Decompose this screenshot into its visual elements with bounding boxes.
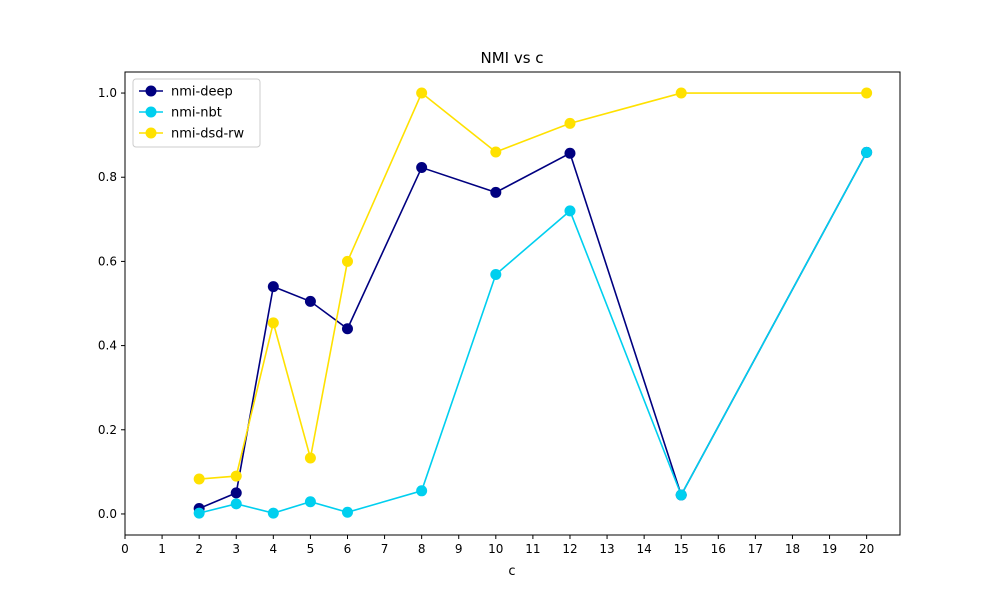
- x-tick-label: 20: [859, 542, 874, 556]
- x-tick-label: 12: [562, 542, 577, 556]
- chart-title: NMI vs c: [480, 49, 543, 67]
- data-point-nmi-deep: [490, 186, 502, 198]
- x-tick-label: 0: [121, 542, 129, 556]
- data-point-nmi-dsd-rw: [564, 117, 576, 129]
- x-tick-label: 10: [488, 542, 503, 556]
- data-point-nmi-nbt: [304, 496, 316, 508]
- data-point-nmi-nbt: [230, 498, 242, 510]
- data-point-nmi-dsd-rw: [861, 87, 873, 99]
- data-point-nmi-nbt: [564, 205, 576, 217]
- data-point-nmi-dsd-rw: [193, 473, 205, 485]
- x-tick-label: 2: [195, 542, 203, 556]
- y-tick-label: 1.0: [98, 86, 117, 100]
- data-point-nmi-nbt: [861, 146, 873, 158]
- data-point-nmi-nbt: [193, 507, 205, 519]
- x-axis-label: c: [508, 564, 515, 579]
- y-tick-label: 0.8: [98, 170, 117, 184]
- data-point-nmi-dsd-rw: [490, 146, 502, 158]
- x-tick-label: 3: [232, 542, 240, 556]
- x-tick-label: 13: [599, 542, 614, 556]
- y-tick-label: 0.4: [98, 339, 117, 353]
- x-tick-label: 19: [822, 542, 837, 556]
- y-tick-label: 0.0: [98, 507, 117, 521]
- legend-box: [132, 78, 261, 148]
- data-point-nmi-dsd-rw: [416, 87, 428, 99]
- legend-marker-nmi-nbt: [145, 106, 157, 118]
- data-point-nmi-nbt: [675, 489, 687, 501]
- data-point-nmi-nbt: [267, 507, 279, 519]
- x-tick-label: 17: [748, 542, 763, 556]
- data-point-nmi-dsd-rw: [304, 452, 316, 464]
- data-point-nmi-nbt: [341, 506, 353, 518]
- x-tick-label: 9: [455, 542, 463, 556]
- x-tick-label: 5: [307, 542, 315, 556]
- data-point-nmi-dsd-rw: [267, 317, 279, 329]
- legend-marker-nmi-dsd-rw: [145, 127, 157, 139]
- x-tick-label: 7: [381, 542, 389, 556]
- x-tick-label: 8: [418, 542, 426, 556]
- data-point-nmi-dsd-rw: [341, 255, 353, 267]
- data-point-nmi-deep: [230, 487, 242, 499]
- x-tick-label: 11: [525, 542, 540, 556]
- data-point-nmi-dsd-rw: [230, 470, 242, 482]
- x-tick-label: 14: [636, 542, 651, 556]
- plot-area: 0 1 2 3 4 5 6 7 8 9 10 11 12 13 14 15 16 17 18 19 200.00.20.…: [98, 71, 901, 556]
- legend: nmi-deep nmi-nbt nmi-dsd-rw: [132, 78, 261, 148]
- y-tick-label: 0.6: [98, 254, 117, 268]
- data-point-nmi-nbt: [490, 268, 502, 280]
- data-point-nmi-dsd-rw: [675, 87, 687, 99]
- data-point-nmi-nbt: [416, 485, 428, 497]
- data-point-nmi-deep: [267, 281, 279, 293]
- x-tick-label: 1: [158, 542, 166, 556]
- legend-label-nmi-deep: nmi-deep: [171, 85, 233, 100]
- x-tick-label: 16: [711, 542, 726, 556]
- series-line-nmi-dsd-rw: [199, 91, 867, 480]
- x-tick-label: 4: [270, 542, 278, 556]
- x-tick-label: 18: [785, 542, 800, 556]
- legend-label-nmi-dsd-rw: nmi-dsd-rw: [171, 127, 245, 142]
- legend-marker-nmi-deep: [145, 85, 157, 97]
- axes-frame: [124, 71, 901, 536]
- y-tick-label: 0.2: [98, 423, 117, 437]
- series-line-nmi-nbt: [198, 152, 868, 514]
- data-point-nmi-deep: [341, 323, 353, 335]
- data-point-nmi-deep: [304, 295, 316, 307]
- legend-label-nmi-nbt: nmi-nbt: [171, 106, 222, 121]
- data-point-nmi-deep: [564, 147, 576, 159]
- x-tick-label: 15: [674, 542, 689, 556]
- x-tick-label: 6: [344, 542, 352, 556]
- series-line-nmi-deep: [198, 152, 868, 510]
- data-point-nmi-deep: [416, 162, 428, 174]
